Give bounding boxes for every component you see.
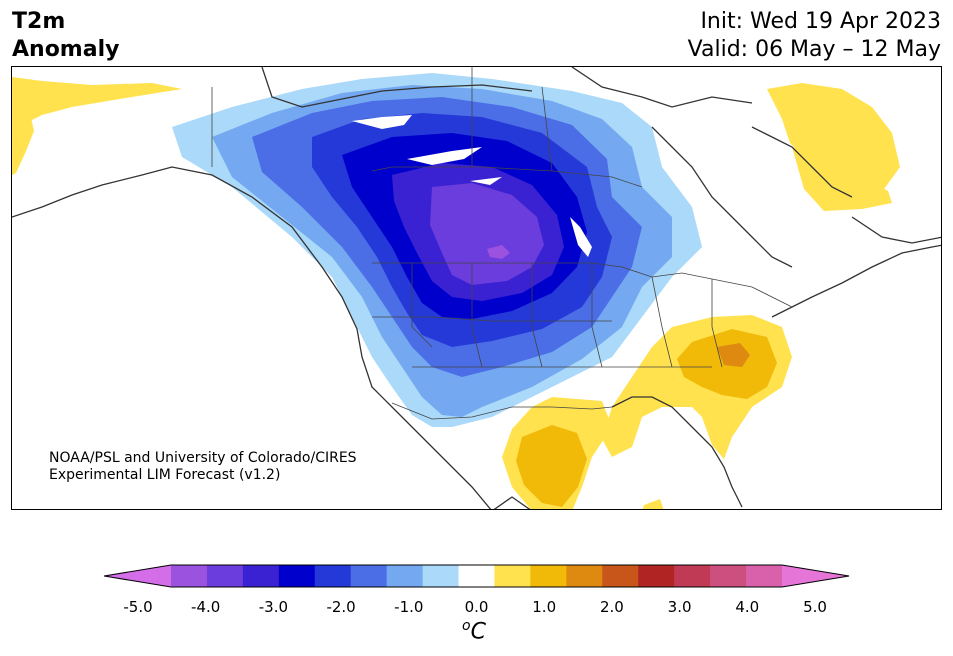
init-date: Init: Wed 19 Apr 2023 [700, 9, 941, 34]
warm-anomaly-labrador [792, 147, 892, 211]
colorbar [104, 564, 850, 588]
valid-range: Valid: 06 May – 12 May [687, 37, 941, 62]
colorbar-tick-label: -3.0 [258, 598, 289, 616]
colorbar-tick-label: 2.0 [599, 598, 624, 616]
colorbar-tick-label: -1.0 [394, 598, 424, 616]
political-borders [211, 67, 793, 420]
warm-anomaly-greenland [767, 83, 900, 209]
colorbar-cell [638, 565, 675, 587]
colorbar-cell [674, 565, 711, 587]
cold-anomaly-minus-4 [487, 245, 510, 259]
colorbar-tick-label: 4.0 [735, 598, 760, 616]
colorbar-cell [710, 565, 747, 587]
chart-title: T2m Anomaly [12, 8, 119, 64]
colorbar-cell [171, 565, 208, 587]
colorbar-tick-label: -4.0 [191, 598, 221, 616]
great-bear-lake [352, 115, 412, 129]
colorbar-cell [206, 565, 244, 587]
warm-anomaly-arctic-west [12, 77, 182, 127]
colorbar-tick-label: 3.0 [667, 598, 692, 616]
colorbar-cell [602, 565, 639, 587]
colorbar-tick-label: 1.0 [532, 598, 557, 616]
colorbar-cell [494, 565, 531, 587]
colorbar-cell [278, 565, 316, 587]
colorbar-cell [746, 565, 783, 587]
warm-anomaly-alaska-strip [12, 111, 34, 175]
colorbar-over-arrow [782, 565, 849, 587]
coastlines [12, 67, 941, 509]
colorbar-cell [458, 565, 495, 587]
colorbar-tick-label: 0.0 [464, 598, 489, 616]
title-line-2: Anomaly [12, 37, 120, 62]
lake-athabasca [470, 177, 502, 185]
colorbar-cell [530, 565, 567, 587]
unit-degree-sup: o [462, 618, 471, 634]
colorbar-cells [171, 565, 783, 587]
colorbar-unit: oC [462, 618, 486, 644]
cold-anomaly-minus-3p5 [430, 183, 544, 285]
colorbar-under-arrow [104, 565, 171, 587]
colorbar-cell [386, 565, 424, 587]
credit-line-2: Experimental LIM Forecast (v1.2) [49, 467, 281, 483]
great-slave-lake [407, 147, 482, 165]
unit-letter: C [470, 619, 486, 645]
colorbar-cell [422, 565, 460, 587]
credit-text: NOAA/PSL and University of Colorado/CIRE… [49, 450, 357, 484]
colorbar-tick-label: -2.0 [326, 598, 356, 616]
warm-anomaly-yucatan [642, 499, 664, 509]
colorbar-cell [566, 565, 603, 587]
colorbar-tick-label: -5.0 [123, 598, 153, 616]
lake-winnipeg [570, 217, 592, 257]
colorbar-cell [350, 565, 388, 587]
anomaly-map [12, 67, 941, 509]
credit-line-1: NOAA/PSL and University of Colorado/CIRE… [49, 450, 357, 466]
forecast-dates: Init: Wed 19 Apr 2023 Valid: 06 May – 12… [688, 8, 941, 64]
colorbar-cell [314, 565, 352, 587]
colorbar-cell [242, 565, 280, 587]
warm-anomaly-southeast-peak [717, 343, 750, 367]
warm-anomaly-texas-core [516, 425, 587, 507]
title-line-1: T2m [12, 9, 66, 34]
colorbar-outline [104, 564, 850, 588]
map-panel [11, 66, 942, 510]
colorbar-tick-label: 5.0 [803, 598, 827, 616]
